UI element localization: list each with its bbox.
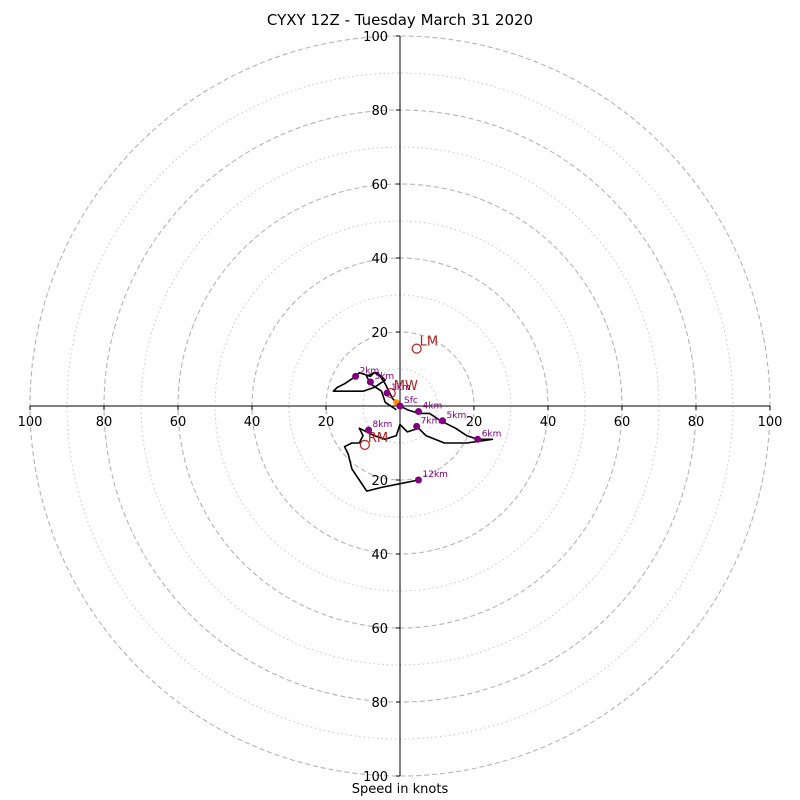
storm-motion-label-rm: RM [368, 431, 388, 446]
x-tick-label: 60 [614, 415, 631, 430]
height-marker-7km [413, 422, 421, 430]
storm-motion-label-lm: LM [420, 335, 438, 350]
x-tick-label: 80 [96, 415, 113, 430]
height-marker-8km [365, 426, 373, 434]
height-label-sfc: Sfc [404, 396, 418, 406]
x-tick-label: 20 [466, 415, 483, 430]
x-tick-label: 100 [758, 415, 783, 430]
height-marker-2km [352, 372, 360, 380]
y-tick-label: 100 [363, 770, 388, 785]
chart-title: CYXY 12Z - Tuesday March 31 2020 [266, 11, 534, 29]
storm-motion-marker-rm [359, 439, 370, 450]
x-tick-label: 40 [540, 415, 557, 430]
y-tick-label: 60 [371, 178, 388, 193]
x-tick-label: 80 [688, 415, 705, 430]
height-label-1km: 1km [391, 383, 411, 393]
y-tick-label: 60 [371, 622, 388, 637]
y-tick-label: 20 [371, 326, 388, 341]
x-tick-label: 20 [318, 415, 335, 430]
x-tick-label: 60 [170, 415, 187, 430]
height-label-12km: 12km [423, 470, 448, 480]
height-marker-1km [383, 389, 391, 397]
x-tick-label: 40 [244, 415, 261, 430]
x-axis-label: Speed in knots [351, 782, 449, 797]
height-label-3km: 3km [374, 372, 394, 382]
height-marker-sfc [396, 402, 404, 410]
height-label-8km: 8km [373, 420, 393, 430]
storm-motion-marker-lm [411, 343, 422, 354]
height-marker-5km [439, 417, 447, 425]
height-label-7km: 7km [421, 416, 441, 426]
height-marker-4km [415, 408, 422, 416]
height-marker-3km [366, 378, 374, 386]
y-tick-label: 100 [363, 30, 388, 45]
hodograph-line [332, 371, 494, 492]
height-label-4km: 4km [423, 402, 443, 412]
x-tick-label: 100 [18, 415, 43, 430]
y-tick-label: 20 [371, 474, 388, 489]
y-tick-label: 80 [371, 696, 388, 711]
height-marker-6km [474, 435, 482, 443]
storm-motion-label-mw: MW [394, 379, 418, 394]
height-label-6km: 6km [482, 429, 502, 439]
height-label-2km: 2km [360, 366, 380, 376]
y-tick-label: 80 [371, 104, 388, 119]
y-tick-label: 40 [371, 252, 388, 267]
height-marker-12km [415, 476, 422, 484]
height-label-5km: 5km [447, 411, 467, 421]
y-tick-label: 40 [371, 548, 388, 563]
